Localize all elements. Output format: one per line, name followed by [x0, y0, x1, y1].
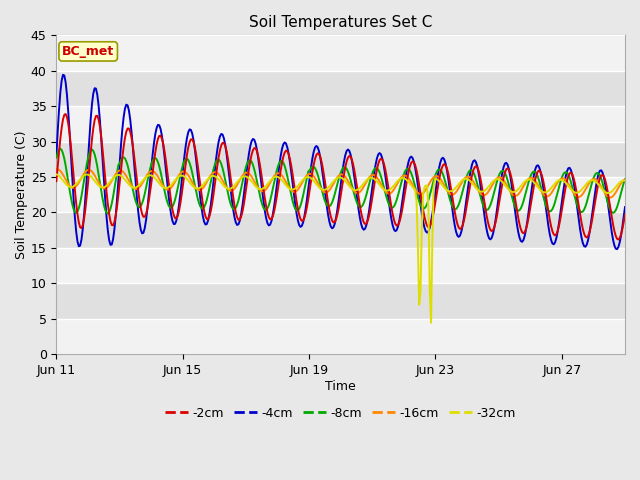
- Legend: -2cm, -4cm, -8cm, -16cm, -32cm: -2cm, -4cm, -8cm, -16cm, -32cm: [160, 402, 521, 425]
- Bar: [56, 283, 625, 319]
- Text: BC_met: BC_met: [62, 45, 115, 58]
- Bar: [56, 319, 625, 354]
- Bar: [56, 177, 625, 213]
- Title: Soil Temperatures Set C: Soil Temperatures Set C: [249, 15, 433, 30]
- Bar: [56, 142, 625, 177]
- Bar: [56, 213, 625, 248]
- Y-axis label: Soil Temperature (C): Soil Temperature (C): [15, 131, 28, 259]
- Bar: [56, 248, 625, 283]
- Bar: [56, 71, 625, 106]
- X-axis label: Time: Time: [325, 380, 356, 393]
- Bar: [56, 106, 625, 142]
- Bar: [56, 36, 625, 71]
